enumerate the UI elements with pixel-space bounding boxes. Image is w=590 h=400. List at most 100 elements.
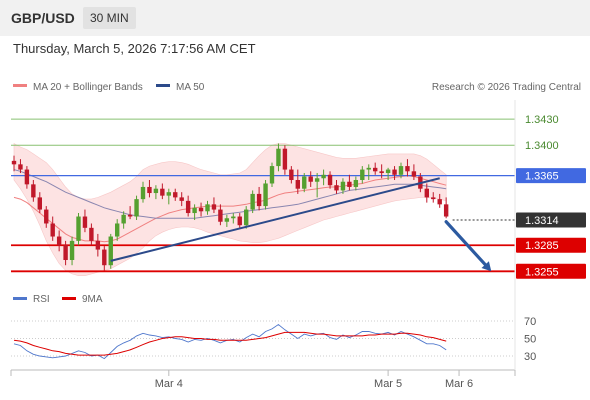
candle-body [50,223,55,237]
candle-body [314,178,320,182]
level-label: 1.3285 [525,240,559,252]
candlesticks [11,143,449,271]
candle-body [237,216,242,226]
candle-body [308,176,313,182]
candle-body [405,166,410,172]
rsi-legend-swatch [13,297,27,300]
x-axis-label: Mar 5 [374,378,402,390]
candle-body [108,236,113,266]
rsi-ma-legend-label: 9MA [82,294,103,305]
ma20-legend-swatch [13,84,27,87]
candle-body [166,192,171,196]
candle-body [82,216,88,228]
candle-body [205,204,210,212]
candle-body [56,236,62,246]
rsi-line [13,323,447,360]
candle-body [179,197,184,201]
rsi-legend-label: RSI [33,294,50,305]
candle-body [385,169,391,174]
candle-body [18,164,23,170]
candle-body [289,169,294,180]
x-axis-label: Mar 6 [445,378,473,390]
candle-body [392,169,397,175]
level-label: 1.3365 [525,171,559,183]
candle-body [69,240,75,260]
candle-body [411,171,417,177]
price-levels [11,118,515,273]
candle-body [173,192,178,198]
level-label: 1.3400 [525,140,559,152]
level-label: 1.3314 [525,215,559,227]
rsi-tick-label: 30 [524,351,536,363]
x-axis: Mar 4 Mar 5 Mar 6 [10,370,516,390]
candle-body [76,216,81,241]
candle-body [340,181,346,191]
ma20-legend-label: MA 20 + Bollinger Bands [33,82,143,93]
rsi-tick-label: 70 [524,316,536,328]
candle-body [347,181,352,187]
chart-header: GBP/USD 30 MIN [0,0,590,36]
ma20-line [13,175,447,243]
candle-body [160,188,165,196]
candle-body [185,200,191,214]
rsi-ma-legend-swatch [62,297,76,300]
candle-body [218,209,223,222]
candle-body [89,227,94,241]
candle-body [244,209,249,226]
candle-body [269,166,275,184]
candle-body [121,214,126,224]
ma50-line [13,169,447,219]
candle-body [366,167,371,170]
level-label-box [516,237,586,253]
x-axis-label: Mar 4 [155,378,183,390]
candle-body [115,223,120,237]
rsi-ma-line [13,331,447,356]
candle-body [321,174,326,179]
candle-body [31,184,36,198]
candle-body [211,204,217,210]
candle-body [95,240,101,250]
candle-body [198,207,204,212]
candle-body [379,171,384,174]
candle-body [134,199,139,217]
rsi-grid: 70 50 30 [11,316,536,363]
candle-body [295,180,300,189]
level-label: 1.3255 [525,266,559,278]
candle-body [192,207,197,214]
instrument-title: GBP/USD [11,10,75,26]
trendline [110,177,440,262]
projection-arrow [444,220,489,268]
copyright-label: Research © 2026 Trading Central [432,82,581,93]
rsi-tick-label: 50 [524,334,536,346]
candle-body [334,185,339,191]
candle-body [398,166,404,175]
candle-body [153,188,159,194]
candle-body [353,180,359,187]
bollinger-bands [13,142,447,276]
projection-arrowhead [481,261,492,272]
candle-body [431,197,436,200]
candle-body [327,174,333,186]
candle-body [282,148,288,170]
candle-body [140,186,146,200]
candle-body [360,169,365,180]
candle-body [443,204,449,217]
bollinger-band-fill [13,142,447,276]
ma50-legend-label: MA 50 [176,82,205,93]
candle-body [302,176,307,189]
candle-body [44,209,49,224]
candle-body [276,148,281,167]
candle-body [424,188,429,198]
candle-body [263,183,268,207]
timeframe-badge[interactable]: 30 MIN [83,7,136,29]
candle-body [147,186,152,194]
level-label-box [516,212,586,228]
candle-body [63,245,68,260]
candle-body [256,193,262,207]
level-label: 1.3430 [525,114,559,126]
candle-body [11,160,17,165]
candle-body [127,214,133,217]
candle-body [37,197,42,210]
candle-body [373,167,378,172]
